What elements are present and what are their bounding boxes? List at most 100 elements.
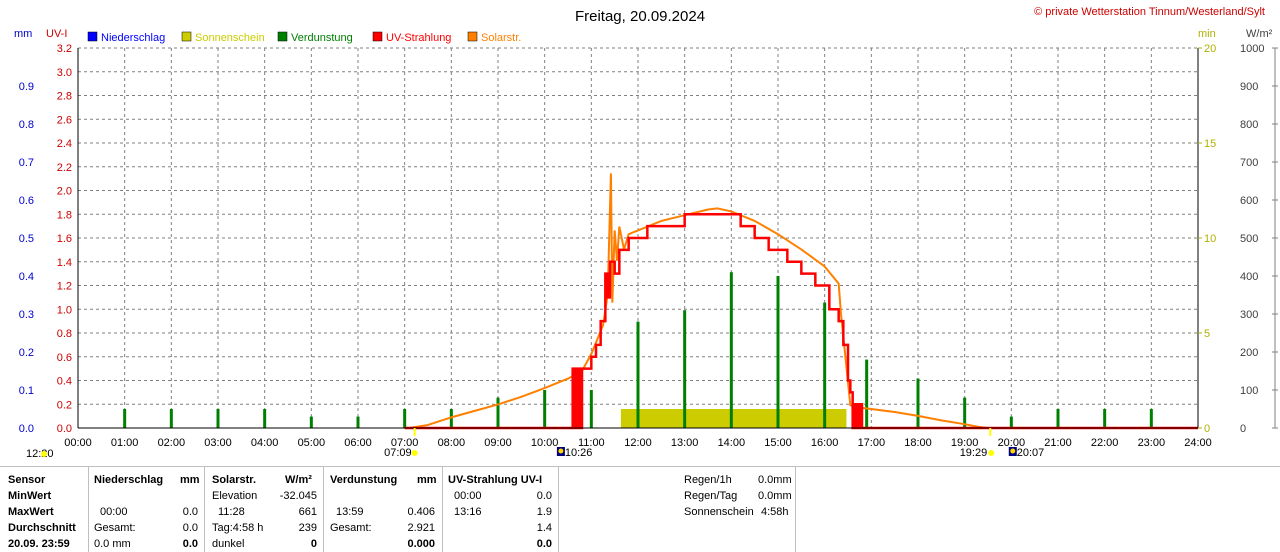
- legend-item: Solarstr.: [467, 31, 521, 44]
- unit-min: min: [1198, 28, 1216, 40]
- evaporation-bar: [216, 409, 220, 428]
- mm-tick-label: 0.7: [19, 157, 34, 169]
- uv-tick-label: 1.4: [57, 257, 72, 269]
- wm2-tick-label: 900: [1240, 81, 1258, 93]
- uv-tick-label: 0.4: [57, 376, 72, 388]
- solar-max-val: 661: [298, 506, 317, 518]
- uv-max-time: 13:16: [454, 506, 482, 518]
- x-tick-label: 24:00: [1184, 437, 1212, 449]
- wm2-tick-label: 100: [1240, 385, 1258, 397]
- min-tick-label: 20: [1204, 43, 1216, 55]
- evaporation-bar: [1056, 409, 1060, 428]
- moon-icon-dot: [1010, 448, 1016, 454]
- table-top-rule: [0, 466, 1280, 467]
- x-tick-label: 08:00: [438, 437, 466, 449]
- verdunstung-max-time: 13:59: [336, 506, 364, 518]
- row-min-label: MinWert: [8, 490, 52, 502]
- verdunstung-last-val: 0.000: [407, 538, 435, 550]
- evaporation-bar: [776, 276, 780, 428]
- chart-title: Freitag, 20.09.2024: [575, 8, 705, 25]
- min-tick-label: 15: [1204, 138, 1216, 150]
- unit-wm2: W/m²: [1246, 28, 1273, 40]
- evaporation-bar: [543, 390, 547, 428]
- evaporation-bar: [169, 409, 173, 428]
- uv-max-val: 1.9: [536, 506, 552, 518]
- uv-tick-label: 0.6: [57, 352, 72, 364]
- sunshine-area: [620, 409, 847, 428]
- legend-label: Sonnenschein: [195, 32, 265, 44]
- legend-item: Sonnenschein: [181, 31, 265, 44]
- solar-header: Solarstr.: [212, 474, 257, 486]
- moon-icon-dot: [558, 448, 564, 454]
- uv-min-time: 00:00: [454, 490, 482, 502]
- wm2-tick-label: 200: [1240, 347, 1258, 359]
- solar-elevation-label: Elevation: [212, 490, 258, 502]
- uv-tick-label: 2.6: [57, 114, 72, 126]
- x-tick-label: 18:00: [904, 437, 932, 449]
- evaporation-bar: [123, 409, 127, 428]
- evaporation-bar: [865, 359, 869, 428]
- uv-tick-label: 1.0: [57, 304, 72, 316]
- unit-mm: mm: [14, 28, 32, 40]
- verdunstung-header: Verdunstung: [330, 474, 398, 486]
- evaporation-bar: [683, 310, 687, 428]
- evaporation-bar: [1009, 416, 1013, 428]
- uv-tick-label: 0.2: [57, 399, 72, 411]
- mm-tick-label: 0.5: [19, 233, 34, 245]
- uv-tick-label: 3.0: [57, 67, 72, 79]
- wm2-tick-label: 1000: [1240, 43, 1264, 55]
- solar-tag-label: Tag:4:58 h: [212, 522, 264, 534]
- mm-tick-label: 0.3: [19, 309, 34, 321]
- evaporation-bar: [1149, 409, 1153, 428]
- niederschlag-unit: mm: [180, 474, 200, 486]
- legend-swatch: [181, 31, 192, 42]
- evaporation-bar: [449, 409, 453, 428]
- solar-max-time: 11:28: [218, 506, 245, 518]
- x-tick-label: 04:00: [251, 437, 279, 449]
- wm2-tick-label: 500: [1240, 233, 1258, 245]
- x-tick-label: 14:00: [718, 437, 746, 449]
- x-tick-label: 23:00: [1138, 437, 1166, 449]
- evaporation-bar: [403, 409, 407, 428]
- summary-value-regen-1h: 0.0mm: [758, 474, 792, 486]
- evaporation-bar: [636, 374, 640, 428]
- uv-min-val: 0.0: [536, 490, 552, 502]
- summary-label-sonnenschein: Sonnenschein: [684, 506, 754, 518]
- x-tick-label: 19:00: [951, 437, 979, 449]
- niederschlag-last-val: 0.0 mm: [94, 538, 131, 550]
- uv-tick-label: 2.0: [57, 186, 72, 198]
- niederschlag-max-val: 0.0: [182, 506, 198, 518]
- x-tick-label: 05:00: [298, 437, 326, 449]
- uv-tick-label: 2.2: [57, 162, 72, 174]
- verdunstung-gesamt-val: 2.921: [407, 522, 435, 534]
- niederschlag-last-bold: 0.0: [182, 538, 198, 550]
- evaporation-bar: [309, 416, 313, 428]
- summary-label-regen-tag: Regen/Tag: [684, 490, 738, 502]
- verdunstung-max-val: 0.406: [407, 506, 435, 518]
- evaporation-bar: [263, 409, 267, 428]
- mm-tick-label: 0.6: [19, 195, 34, 207]
- solar-last-label: dunkel: [212, 538, 245, 550]
- uv-tick-label: 0.8: [57, 328, 72, 340]
- copyright-text: © private Wetterstation Tinnum/Westerlan…: [1034, 6, 1265, 18]
- x-tick-label: 12:00: [624, 437, 652, 449]
- uv-header: UV-Strahlung UV-I: [448, 474, 543, 486]
- mm-tick-label: 0.4: [19, 271, 34, 283]
- row-max-label: MaxWert: [8, 506, 54, 518]
- legend-label: UV-Strahlung: [386, 32, 451, 44]
- legend-swatch: [467, 31, 478, 42]
- uv-tick-label: 3.2: [57, 43, 72, 55]
- uv-tick-label: 1.2: [57, 281, 72, 293]
- sensor-header: Sensor: [8, 474, 46, 486]
- mm-tick-label: 0.1: [19, 385, 34, 397]
- min-tick-label: 10: [1204, 233, 1216, 245]
- legend-item: Verdunstung: [277, 31, 353, 44]
- row-last-label: 20.09. 23:59: [8, 538, 70, 550]
- wm2-tick-label: 800: [1240, 119, 1258, 131]
- evaporation-bar: [916, 378, 920, 428]
- evaporation-bar: [729, 272, 733, 428]
- solar-last-val: 0: [310, 538, 317, 550]
- x-tick-label: 17:00: [858, 437, 886, 449]
- summary-label-regen-1h: Regen/1h: [684, 474, 732, 486]
- wm2-tick-label: 300: [1240, 309, 1258, 321]
